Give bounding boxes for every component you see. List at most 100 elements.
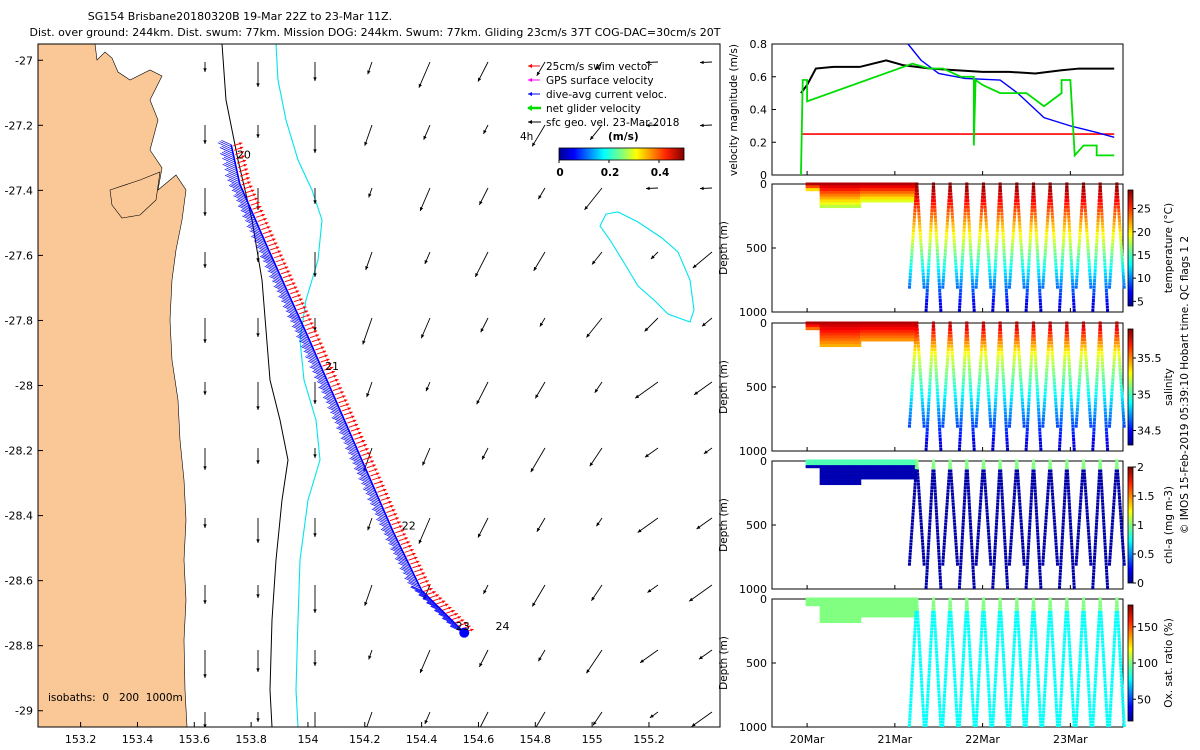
data-point <box>852 335 856 339</box>
data-point <box>847 482 851 486</box>
data-point <box>937 275 941 279</box>
dac-vector <box>377 517 390 525</box>
data-point <box>860 338 864 342</box>
data-point <box>895 338 899 342</box>
data-point <box>1084 489 1088 493</box>
data-point <box>1000 348 1004 352</box>
data-point <box>819 476 823 480</box>
data-point <box>1069 536 1073 540</box>
data-point <box>1016 202 1020 206</box>
dac-vector <box>223 150 234 156</box>
data-point <box>1082 185 1086 189</box>
swim-vector-head <box>326 358 330 362</box>
data-point <box>1104 424 1108 428</box>
data-point <box>924 582 928 586</box>
data-point <box>1092 572 1096 576</box>
data-point <box>860 182 864 186</box>
data-point <box>947 199 951 203</box>
data-point <box>1030 344 1034 348</box>
data-point <box>965 192 969 196</box>
data-point <box>882 324 886 328</box>
data-point <box>948 462 952 466</box>
dac-vector <box>259 249 272 256</box>
data-point <box>1076 401 1080 405</box>
data-point <box>933 482 937 486</box>
data-point <box>1067 361 1071 365</box>
dac-vector <box>219 141 232 148</box>
data-point <box>1112 361 1116 365</box>
data-point <box>852 185 856 189</box>
data-point <box>886 470 890 474</box>
data-point <box>1051 364 1055 368</box>
data-point <box>816 324 820 328</box>
data-point <box>1068 239 1072 243</box>
data-point <box>858 476 862 480</box>
data-point <box>845 205 849 209</box>
data-point <box>1092 569 1096 573</box>
data-point <box>929 225 933 229</box>
data-point <box>1086 522 1090 526</box>
data-point <box>879 199 883 203</box>
swim-vector-head <box>268 230 273 233</box>
data-point <box>1037 552 1041 556</box>
data-point <box>879 190 883 194</box>
dac-vector <box>386 537 400 544</box>
data-point <box>844 188 848 192</box>
data-point <box>1094 262 1098 266</box>
data-point <box>942 275 946 279</box>
data-point <box>824 462 828 466</box>
data-point <box>1046 486 1050 490</box>
data-point <box>1094 536 1098 540</box>
data-point <box>925 562 929 566</box>
data-point <box>985 232 989 236</box>
data-point <box>1003 542 1007 546</box>
geo-arrow-head <box>539 322 544 327</box>
data-point <box>911 378 915 382</box>
data-point <box>1117 212 1121 216</box>
data-point <box>1046 354 1050 358</box>
data-point <box>861 324 865 328</box>
data-point <box>939 444 943 448</box>
data-point <box>872 459 876 463</box>
data-point <box>823 321 827 325</box>
data-point <box>985 368 989 372</box>
data-point <box>982 331 986 335</box>
data-point <box>1051 496 1055 500</box>
data-point <box>935 522 939 526</box>
data-point <box>1077 522 1081 526</box>
data-point <box>856 190 860 194</box>
data-point <box>835 332 839 336</box>
swim-vector-head <box>334 378 339 382</box>
dac-vector <box>344 441 357 447</box>
data-point <box>1094 391 1098 395</box>
data-point <box>942 269 946 273</box>
data-point <box>838 193 842 197</box>
data-point <box>1115 459 1119 463</box>
dac-vector <box>237 205 253 213</box>
data-point <box>816 459 820 463</box>
geo-arrow-shaft <box>531 124 546 147</box>
data-point <box>884 462 888 466</box>
data-point <box>835 476 839 480</box>
data-point <box>941 562 945 566</box>
data-point <box>879 459 883 463</box>
data-point <box>935 516 939 520</box>
data-point <box>1112 225 1116 229</box>
data-point <box>1049 195 1053 199</box>
data-point <box>1025 434 1029 438</box>
data-point <box>992 431 996 435</box>
data-point <box>863 473 867 477</box>
data-point <box>831 482 835 486</box>
data-point <box>814 465 818 469</box>
data-point <box>844 190 848 194</box>
data-point <box>888 467 892 471</box>
data-point <box>1069 391 1073 395</box>
data-point <box>985 512 989 516</box>
data-point <box>823 479 827 483</box>
dac-vector <box>407 582 421 589</box>
data-point <box>1075 552 1079 556</box>
data-point <box>951 364 955 368</box>
data-point <box>1091 579 1095 583</box>
data-point <box>821 470 825 474</box>
data-point <box>1025 288 1029 292</box>
